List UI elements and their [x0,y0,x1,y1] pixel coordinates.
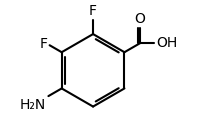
Text: F: F [39,37,47,51]
Text: H₂N: H₂N [20,98,46,112]
Text: F: F [89,4,97,18]
Text: OH: OH [156,36,177,50]
Text: O: O [134,12,145,26]
